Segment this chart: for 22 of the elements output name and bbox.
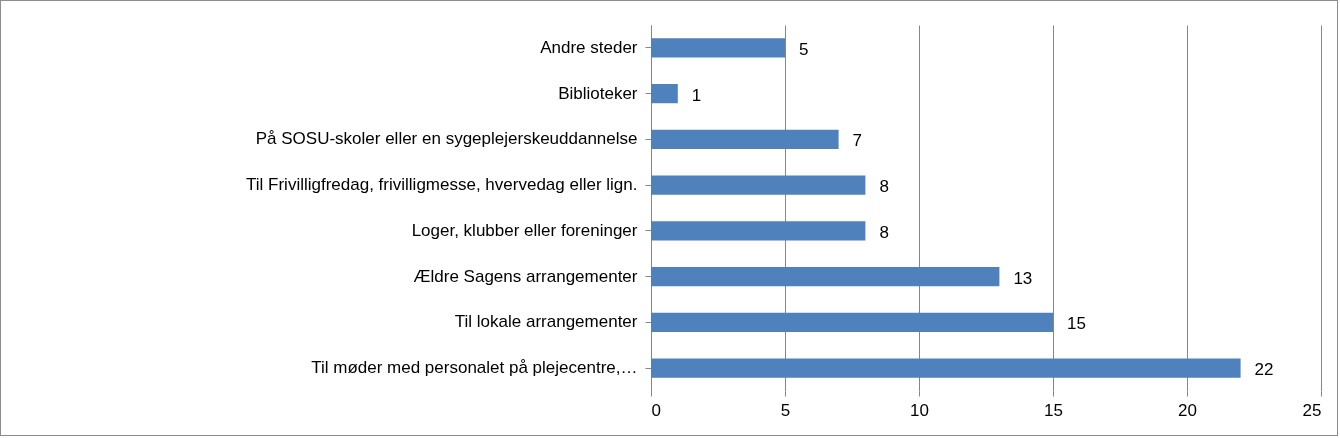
y-tick-label: Andre steder	[540, 37, 638, 57]
x-tick-label: 15	[1044, 400, 1063, 420]
data-label: 8	[879, 177, 889, 197]
y-tick-label: Til møder med personalet på plejecentre,…	[311, 358, 638, 378]
y-tick-label: Ældre Sagens arrangementer	[413, 266, 638, 286]
x-tick-label: 10	[910, 400, 929, 420]
y-tick-label: Til Frivilligfredag, frivilligmesse, hvervedag eller lign.	[246, 175, 638, 195]
y-tick-label: Loger, klubber eller foreninger	[411, 220, 638, 240]
y-tick-label: Til lokale arrangementer	[454, 312, 638, 332]
x-tick-label: 25	[1302, 400, 1322, 420]
data-label: 7	[852, 131, 863, 151]
data-label: 1	[691, 85, 702, 105]
y-tick-label: På SOSU-skoler eller en sygeplejerskeuddannelse	[255, 129, 638, 149]
y-tick-label: Biblioteker	[558, 83, 638, 103]
data-label: 22	[1254, 360, 1274, 380]
x-tick-label: 20	[1178, 400, 1197, 420]
data-label: 5	[799, 39, 809, 59]
x-tick-label: 0	[651, 400, 661, 420]
x-tick-label: 5	[780, 400, 791, 420]
data-label: 8	[879, 222, 889, 242]
data-label: 13	[1013, 268, 1033, 288]
data-label: 15	[1067, 314, 1086, 334]
